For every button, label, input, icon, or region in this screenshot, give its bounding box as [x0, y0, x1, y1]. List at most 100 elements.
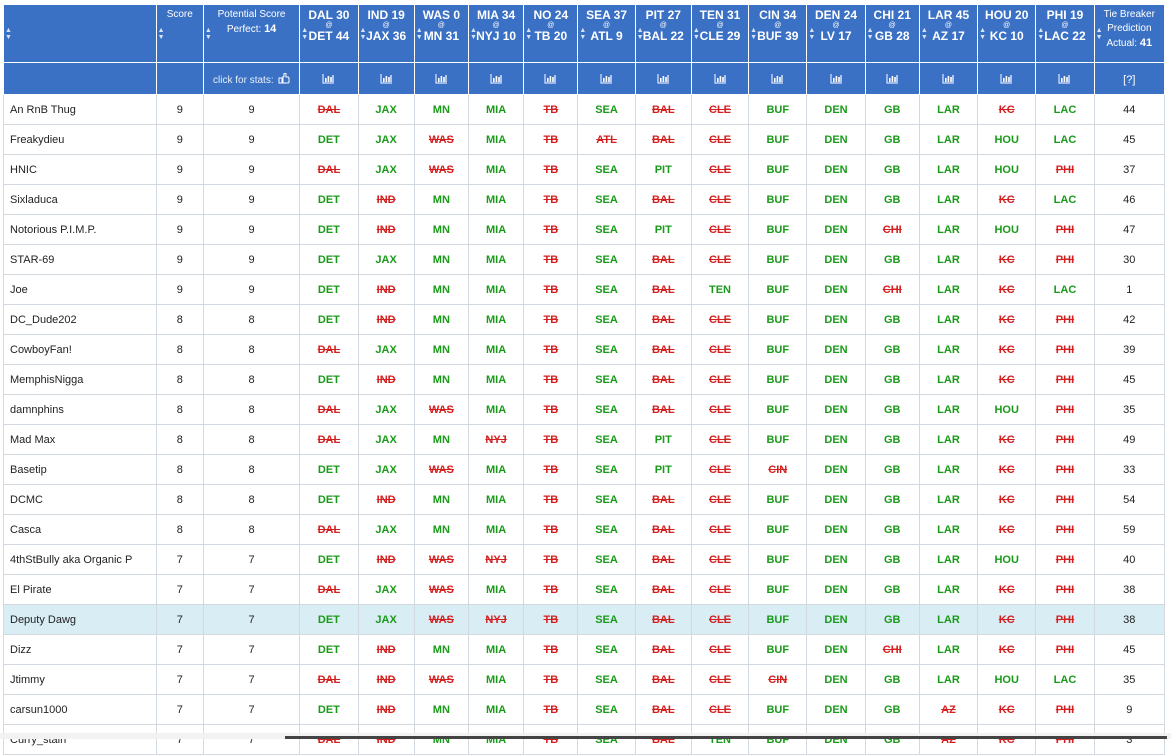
- pick-cell: BAL: [634, 634, 692, 665]
- bar-chart-icon[interactable]: [942, 73, 955, 84]
- stats-link[interactable]: click for stats:: [213, 74, 274, 86]
- game-column-header-2[interactable]: ▲ ▼ WAS 0 @ MN 31: [413, 4, 469, 63]
- bar-chart-icon[interactable]: [1058, 73, 1071, 84]
- score-column-header[interactable]: ▲ ▼ Score: [155, 4, 204, 63]
- bar-chart-icon[interactable]: [657, 73, 670, 84]
- pointing-hand-icon[interactable]: [278, 72, 290, 84]
- bar-chart-icon[interactable]: [322, 73, 335, 84]
- game-stats-cell-9[interactable]: [806, 62, 866, 95]
- player-name[interactable]: Jtimmy: [3, 664, 157, 695]
- game-stats-cell-3[interactable]: [467, 62, 525, 95]
- game-column-header-6[interactable]: ▲ ▼ PIT 27 @ BAL 22: [634, 4, 692, 63]
- sort-icon[interactable]: ▲ ▼: [359, 26, 367, 41]
- sort-icon[interactable]: ▲ ▼: [808, 26, 816, 41]
- sort-icon[interactable]: ▲ ▼: [157, 26, 165, 41]
- game-column-header-13[interactable]: ▲ ▼ PHI 19 @ LAC 22: [1035, 4, 1095, 63]
- player-name[interactable]: DC_Dude202: [3, 304, 157, 335]
- bar-chart-icon[interactable]: [1000, 73, 1013, 84]
- bar-chart-icon[interactable]: [600, 73, 613, 84]
- game-column-header-0[interactable]: ▲ ▼ DAL 30 @ DET 44: [299, 4, 359, 63]
- bar-chart-icon[interactable]: [380, 73, 393, 84]
- game-stats-cell-10[interactable]: [864, 62, 920, 95]
- game-stats-cell-5[interactable]: [577, 62, 636, 95]
- help-cell[interactable]: [?]: [1093, 62, 1166, 95]
- sort-icon[interactable]: ▲ ▼: [920, 26, 928, 41]
- bar-chart-icon[interactable]: [544, 73, 557, 84]
- player-name[interactable]: HNIC: [3, 154, 157, 185]
- bar-chart-icon[interactable]: [490, 73, 503, 84]
- horizontal-scrollbar-thumb[interactable]: [285, 736, 1167, 739]
- sort-icon[interactable]: ▲ ▼: [692, 26, 700, 41]
- sort-icon[interactable]: ▲ ▼: [301, 26, 309, 41]
- sort-icon[interactable]: ▲ ▼: [579, 26, 587, 41]
- player-name[interactable]: Dizz: [3, 634, 157, 665]
- player-name[interactable]: DCMC: [3, 484, 157, 515]
- sort-icon[interactable]: ▲ ▼: [469, 26, 477, 41]
- game-column-header-3[interactable]: ▲ ▼ MIA 34 @ NYJ 10: [467, 4, 525, 63]
- game-column-header-9[interactable]: ▲ ▼ DEN 24 @ LV 17: [806, 4, 866, 63]
- sort-icon[interactable]: ▲ ▼: [636, 26, 644, 41]
- player-name[interactable]: Casca: [3, 514, 157, 545]
- game-column-header-7[interactable]: ▲ ▼ TEN 31 @ CLE 29: [690, 4, 750, 63]
- player-name[interactable]: Sixladuca: [3, 184, 157, 215]
- game-stats-cell-12[interactable]: [977, 62, 1037, 95]
- bar-chart-icon[interactable]: [435, 73, 448, 84]
- player-name[interactable]: El Pirate: [3, 574, 157, 605]
- help-link[interactable]: [?]: [1123, 73, 1136, 86]
- player-name[interactable]: 4thStBully aka Organic P: [3, 544, 157, 575]
- game-stats-cell-8[interactable]: [748, 62, 808, 95]
- game-column-header-10[interactable]: ▲ ▼ CHI 21 @ GB 28: [864, 4, 920, 63]
- game-stats-cell-11[interactable]: [918, 62, 979, 95]
- player-name[interactable]: carsun1000: [3, 694, 157, 725]
- pick-value: BAL: [651, 643, 675, 656]
- game-column-header-8[interactable]: ▲ ▼ CIN 34 @ BUF 39: [748, 4, 808, 63]
- sort-icon[interactable]: ▲ ▼: [1095, 26, 1103, 41]
- game-column-header-12[interactable]: ▲ ▼ HOU 20 @ KC 10: [977, 4, 1037, 63]
- game-stats-cell-0[interactable]: [299, 62, 359, 95]
- stats-link-cell[interactable]: click for stats:: [202, 62, 301, 95]
- sort-icon[interactable]: ▲ ▼: [5, 26, 12, 41]
- bar-chart-icon[interactable]: [830, 73, 843, 84]
- player-name[interactable]: Notorious P.I.M.P.: [3, 214, 157, 245]
- pick-value: LAR: [937, 523, 960, 536]
- player-name[interactable]: Joe: [3, 274, 157, 305]
- game-stats-cell-1[interactable]: [357, 62, 415, 95]
- game-stats-cell-7[interactable]: [690, 62, 750, 95]
- game-column-header-1[interactable]: ▲ ▼ IND 19 @ JAX 36: [357, 4, 415, 63]
- sort-icon[interactable]: ▲ ▼: [415, 26, 423, 41]
- pick-cell: DET: [299, 274, 359, 305]
- game-stats-cell-2[interactable]: [413, 62, 469, 95]
- game-stats-cell-4[interactable]: [523, 62, 579, 95]
- sort-icon[interactable]: ▲ ▼: [204, 26, 212, 41]
- pick-cell: HOU: [977, 154, 1037, 185]
- bar-chart-icon[interactable]: [714, 73, 727, 84]
- player-name[interactable]: Curry_stain: [3, 724, 157, 755]
- pick-cell: CLE: [690, 364, 750, 395]
- player-name[interactable]: STAR-69: [3, 244, 157, 275]
- sort-icon[interactable]: ▲ ▼: [750, 26, 758, 41]
- sort-icon[interactable]: ▲ ▼: [866, 26, 874, 41]
- tiebreaker-column-header[interactable]: ▲ ▼ Tie Breaker Prediction Actual: 41: [1093, 4, 1166, 63]
- sort-icon[interactable]: ▲ ▼: [1037, 26, 1045, 41]
- sort-icon[interactable]: ▲ ▼: [525, 26, 533, 41]
- player-name[interactable]: damnphins: [3, 394, 157, 425]
- pick-value: MN: [432, 373, 450, 386]
- player-name[interactable]: Freakydieu: [3, 124, 157, 155]
- game-stats-cell-6[interactable]: [634, 62, 692, 95]
- player-name[interactable]: Basetip: [3, 454, 157, 485]
- player-name[interactable]: CowboyFan!: [3, 334, 157, 365]
- bar-chart-icon[interactable]: [886, 73, 899, 84]
- player-name[interactable]: An RnB Thug: [3, 94, 157, 125]
- player-name[interactable]: MemphisNigga: [3, 364, 157, 395]
- game-stats-cell-13[interactable]: [1035, 62, 1095, 95]
- game-column-header-4[interactable]: ▲ ▼ NO 24 @ TB 20: [523, 4, 579, 63]
- player-name[interactable]: Deputy Dawg: [3, 604, 157, 635]
- player-column-header[interactable]: ▲ ▼: [3, 4, 157, 63]
- sort-icon[interactable]: ▲ ▼: [979, 26, 987, 41]
- potential-column-header[interactable]: ▲ ▼ Potential Score Perfect: 14: [202, 4, 301, 63]
- player-name[interactable]: Mad Max: [3, 424, 157, 455]
- pick-value: LAR: [937, 493, 960, 506]
- bar-chart-icon[interactable]: [771, 73, 784, 84]
- game-column-header-5[interactable]: ▲ ▼ SEA 37 @ ATL 9: [577, 4, 636, 63]
- game-column-header-11[interactable]: ▲ ▼ LAR 45 @ AZ 17: [918, 4, 979, 63]
